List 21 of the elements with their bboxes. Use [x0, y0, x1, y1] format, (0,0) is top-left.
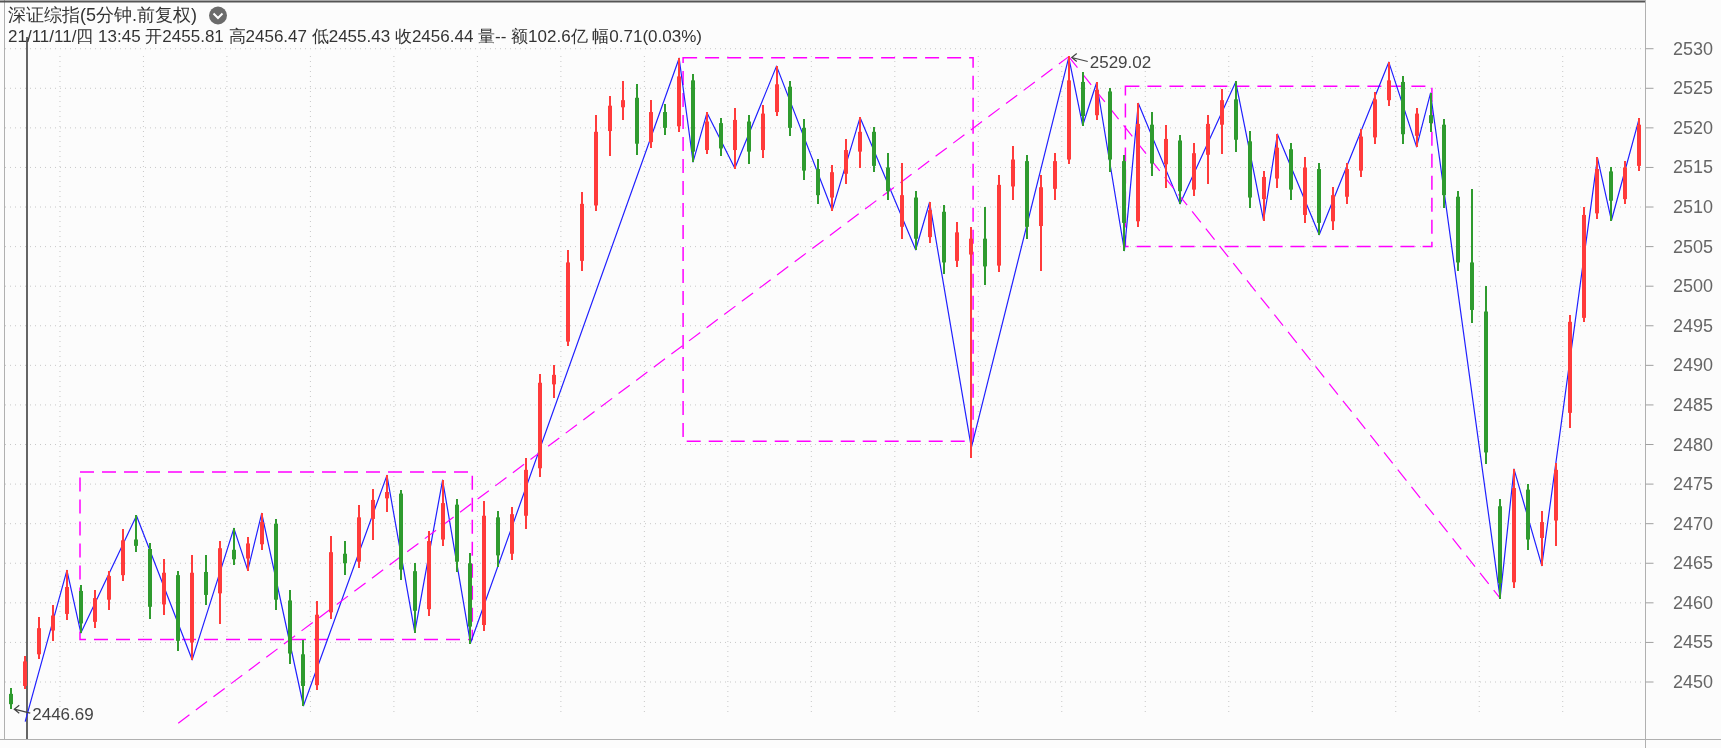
y-tick-label: 2480: [1673, 434, 1714, 455]
y-tick-label: 2490: [1673, 355, 1714, 376]
y-tick-label: 2525: [1673, 78, 1714, 99]
y-tick-label: 2505: [1673, 236, 1714, 257]
y-tick-label: 2455: [1673, 632, 1714, 653]
y-tick-label: 2510: [1673, 197, 1714, 218]
y-tick-label: 2500: [1673, 276, 1714, 297]
annotation: 2529.02: [1089, 53, 1152, 73]
y-tick-label: 2450: [1673, 672, 1714, 692]
y-tick-label: 2495: [1673, 315, 1714, 336]
annotation: 2446.69: [32, 705, 94, 725]
y-tick-label: 2485: [1673, 394, 1714, 415]
text: 21/11/11/四 13:45 开2455.81 高2456.47 低2455.43 收2456.44 量-- 额102.6亿 幅0.71(0.03%): [8, 27, 702, 46]
y-tick-label: 2465: [1673, 553, 1714, 574]
y-tick-label: 2520: [1673, 117, 1714, 138]
y-tick-label: 2460: [1673, 592, 1714, 613]
y-tick-label: 2475: [1673, 474, 1714, 495]
y-tick-label: 2515: [1673, 157, 1714, 178]
y-tick-label: 2470: [1673, 513, 1714, 534]
chart-title: 深证综指(5分钟.前复权): [8, 5, 197, 25]
y-tick-label: 2530: [1673, 38, 1714, 59]
